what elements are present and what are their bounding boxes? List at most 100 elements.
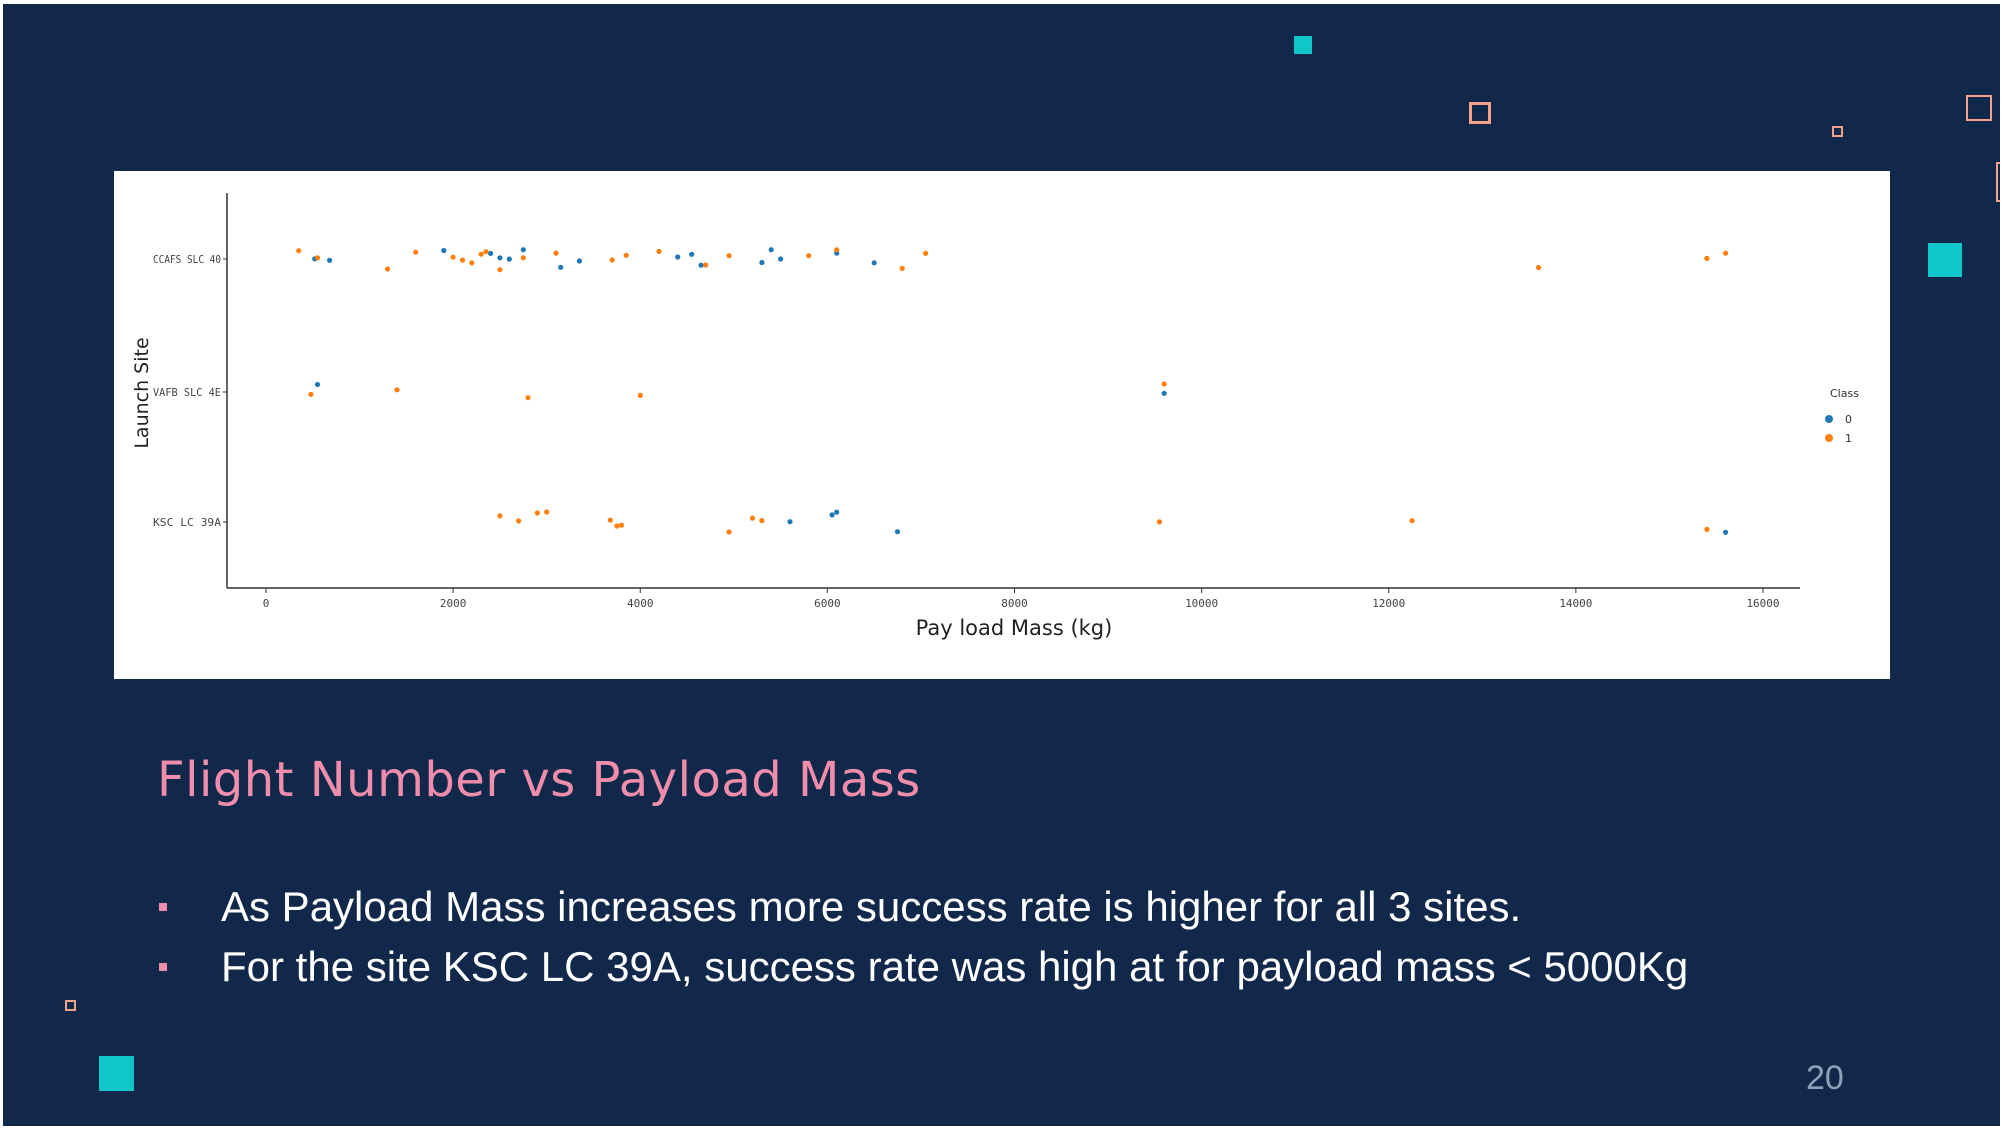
data-point xyxy=(618,522,625,528)
data-point xyxy=(623,252,629,258)
decorative-square xyxy=(65,1000,76,1011)
data-point xyxy=(923,250,929,256)
data-point xyxy=(899,265,905,271)
data-point xyxy=(614,523,620,529)
decorative-square xyxy=(1996,162,2000,202)
decorative-square xyxy=(1469,102,1491,124)
bullet-marker xyxy=(159,963,167,971)
data-point xyxy=(1704,526,1710,532)
x-tick-label: 6000 xyxy=(814,597,841,610)
bullet-text: As Payload Mass increases more success r… xyxy=(221,883,1522,930)
data-point xyxy=(806,253,812,259)
data-point xyxy=(308,391,314,397)
page-number: 20 xyxy=(1806,1059,1844,1097)
data-point xyxy=(1161,390,1167,396)
data-point xyxy=(553,250,559,256)
data-point xyxy=(726,253,732,259)
x-tick-label: 16000 xyxy=(1746,597,1779,610)
legend-title: Class xyxy=(1830,387,1859,400)
decorative-square xyxy=(1966,95,1992,121)
data-point xyxy=(607,517,613,523)
x-tick-label: 4000 xyxy=(627,597,654,610)
data-point xyxy=(534,510,540,516)
data-point xyxy=(327,257,333,263)
data-point xyxy=(675,254,681,260)
data-point xyxy=(726,529,732,535)
legend-label: 1 xyxy=(1845,432,1852,445)
data-point xyxy=(558,264,564,270)
data-point xyxy=(698,262,704,268)
slide-title: Flight Number vs Payload Mass xyxy=(157,752,921,808)
legend-marker xyxy=(1825,415,1833,423)
data-point xyxy=(749,515,756,521)
legend-marker xyxy=(1825,434,1833,442)
data-point xyxy=(1156,519,1163,525)
data-point xyxy=(759,518,765,524)
data-point xyxy=(894,529,901,535)
data-point xyxy=(525,395,531,401)
x-tick-label: 12000 xyxy=(1372,597,1405,610)
chart-points xyxy=(296,247,1729,535)
decorative-square xyxy=(1832,126,1843,137)
data-point xyxy=(759,259,765,266)
data-point xyxy=(768,247,774,253)
data-point xyxy=(314,255,321,261)
data-point xyxy=(1723,529,1729,535)
data-point xyxy=(1161,381,1167,387)
data-point xyxy=(394,387,400,393)
data-point xyxy=(834,509,840,515)
x-tick-label: 2000 xyxy=(440,597,467,610)
data-point xyxy=(656,248,662,254)
data-point xyxy=(829,512,835,518)
bullet-marker xyxy=(159,903,167,911)
data-point xyxy=(689,251,695,257)
y-tick-label: VAFB SLC 4E xyxy=(153,386,221,399)
legend-label: 0 xyxy=(1845,413,1852,426)
data-point xyxy=(703,262,709,268)
data-point xyxy=(637,392,643,398)
x-tick-label: 8000 xyxy=(1001,597,1028,610)
y-axis-label: Launch Site xyxy=(131,337,153,448)
scatter-chart: 0 2000 4000 6000 8000 10000 12000 14000 16000 CCA… xyxy=(131,193,1859,640)
data-point xyxy=(506,256,512,262)
data-point xyxy=(576,258,582,264)
data-point xyxy=(1723,250,1729,256)
data-point xyxy=(544,509,550,515)
decorative-square xyxy=(99,1056,134,1091)
chart-image: 0 2000 4000 6000 8000 10000 12000 14000 16000 CCA… xyxy=(114,171,1890,679)
data-point xyxy=(871,260,877,266)
data-point xyxy=(478,251,484,257)
data-point xyxy=(459,257,466,263)
data-point xyxy=(314,381,321,388)
y-tick-label: KSC LC 39A xyxy=(153,516,221,529)
y-tick-label: CCAFS SLC 40 xyxy=(153,253,221,266)
data-point xyxy=(450,254,456,260)
data-point xyxy=(520,255,526,261)
chart-legend: Class 0 1 xyxy=(1825,387,1859,445)
data-point xyxy=(385,266,391,272)
x-tick-label: 14000 xyxy=(1559,597,1592,610)
data-point xyxy=(469,260,475,266)
data-point xyxy=(441,247,447,254)
data-point xyxy=(497,513,503,519)
decorative-square xyxy=(1294,36,1312,54)
data-point xyxy=(778,256,784,262)
data-point xyxy=(834,247,840,253)
data-point xyxy=(787,519,793,525)
chart-axes xyxy=(223,193,1800,593)
x-tick-label: 10000 xyxy=(1185,597,1218,610)
data-point xyxy=(520,247,526,253)
data-point xyxy=(497,267,503,273)
x-axis-label: Pay load Mass (kg) xyxy=(916,616,1113,640)
bullet-text: For the site KSC LC 39A, success rate wa… xyxy=(221,943,1689,990)
chart-labels: 0 2000 4000 6000 8000 10000 12000 14000 16000 CCA… xyxy=(131,253,1780,640)
x-tick-label: 0 xyxy=(263,597,270,610)
data-point xyxy=(497,255,503,261)
data-point xyxy=(1535,264,1542,271)
decorative-square xyxy=(1928,243,1962,277)
data-point xyxy=(516,518,522,524)
data-point xyxy=(1409,518,1415,524)
data-point xyxy=(488,250,494,256)
data-point xyxy=(413,249,419,255)
data-point xyxy=(609,257,615,263)
